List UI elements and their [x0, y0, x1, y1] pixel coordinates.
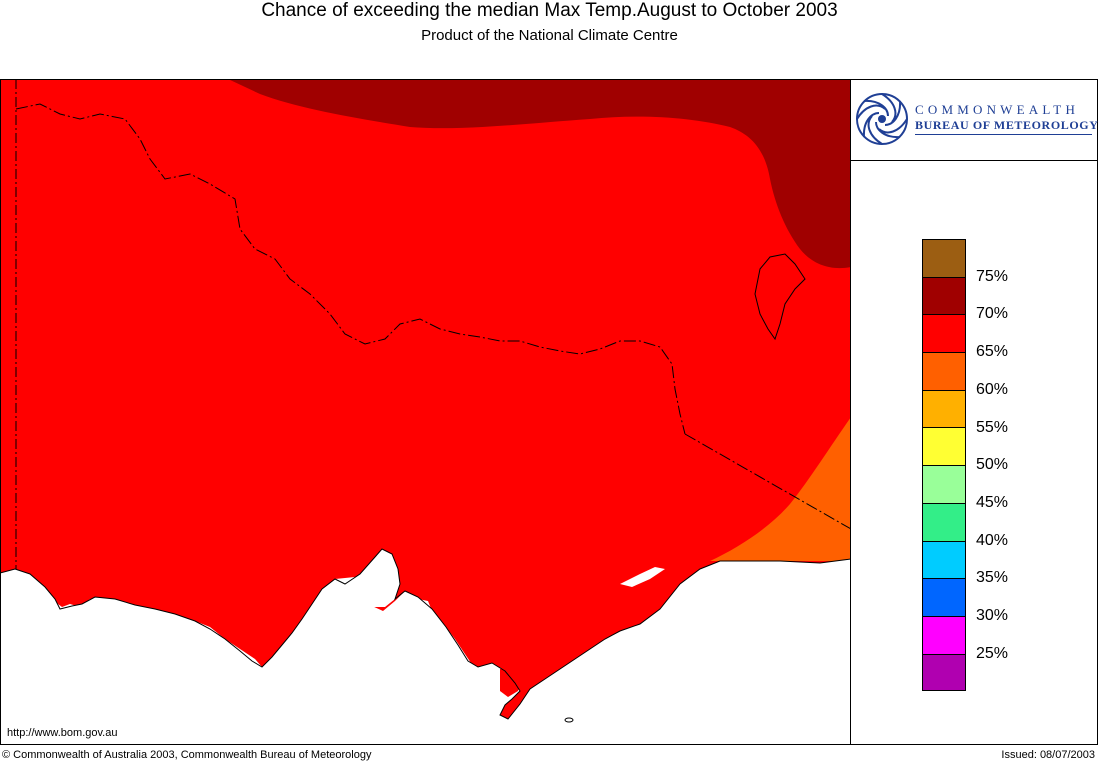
website-url: http://www.bom.gov.au	[7, 727, 118, 739]
side-divider	[850, 79, 851, 745]
legend-swatch	[922, 239, 966, 277]
lakes-inlet	[620, 567, 665, 587]
sea-body	[0, 559, 851, 745]
legend-label: 50%	[976, 456, 1009, 474]
legend-label: 45%	[976, 493, 1009, 511]
logo-line2: BUREAU OF METEOROLOGY	[915, 118, 1099, 132]
legend-swatch	[922, 502, 966, 541]
coastline	[0, 548, 851, 720]
bom-logo-icon	[856, 93, 908, 145]
legend-swatch	[922, 314, 966, 353]
map-subtitle: Product of the National Climate Centre	[421, 27, 678, 44]
legend-swatch	[922, 540, 966, 579]
legend-swatch	[922, 276, 966, 315]
legend-label: 75%	[976, 267, 1009, 285]
map-title: Chance of exceeding the median Max Temp.…	[261, 0, 838, 21]
legend-label: 30%	[976, 607, 1009, 624]
legend-label: 60%	[976, 380, 1009, 398]
legend-label: 35%	[976, 569, 1009, 587]
legend-swatch	[922, 389, 966, 428]
lake-outline	[754, 253, 806, 341]
map-svg	[0, 79, 851, 745]
legend	[922, 239, 967, 692]
legend-label: 40%	[976, 531, 1009, 549]
legend-label: 70%	[976, 305, 1009, 323]
legend-swatch	[922, 427, 966, 466]
legend-swatch	[922, 653, 966, 692]
map-canvas	[0, 79, 851, 745]
logo-rule	[851, 160, 1097, 161]
legend-label: 65%	[976, 343, 1009, 361]
zone-60-65	[710, 417, 851, 561]
legend-swatch	[922, 352, 966, 390]
legend-swatch	[922, 465, 966, 503]
logo-line1: COMMONWEALTH	[915, 102, 1080, 117]
small-island	[564, 717, 574, 723]
legend-swatch	[922, 578, 966, 616]
copyright-text: © Commonwealth of Australia 2003, Common…	[2, 749, 372, 761]
legend-swatch	[922, 615, 966, 654]
map-frame	[0, 79, 1098, 745]
wilsons-promontory	[500, 669, 522, 697]
port-phillip-bay	[345, 549, 400, 607]
state-border-murray	[15, 103, 686, 435]
legend-label: 55%	[976, 418, 1009, 436]
zone-70-75	[228, 79, 851, 269]
issued-date: Issued: 08/07/2003	[1001, 749, 1095, 761]
logo-underline	[915, 134, 1092, 135]
state-border-straight	[684, 433, 851, 530]
legend-label: 25%	[976, 644, 1009, 662]
